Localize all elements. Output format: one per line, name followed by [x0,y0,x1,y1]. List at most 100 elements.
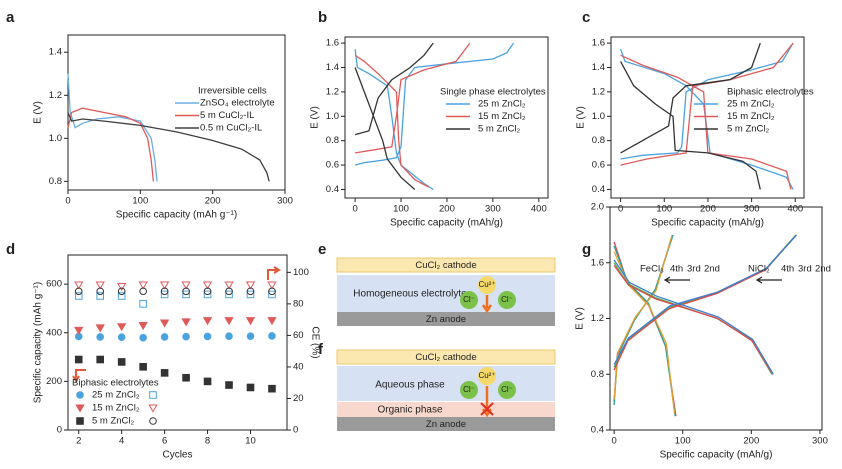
x-tick-label: 0 [618,204,623,215]
x-tick-label: 4 [119,436,124,447]
legend-label: 5 m ZnCl₂ [727,124,770,135]
panel-label: a [6,9,15,26]
direction-arrow [755,276,782,284]
marker [246,332,255,340]
y-tick-label: 1.4 [49,47,62,58]
x-tick-label: 0 [611,436,616,447]
y2-tick-label: 100 [293,267,309,278]
y2-tick-label: 40 [293,361,304,372]
y-tick-label: 1.0 [326,111,339,122]
marker [160,290,169,299]
marker [202,317,213,326]
x-tick-label: 2 [76,436,81,447]
electrolyte-layer [337,275,555,312]
y-tick-label: 0 [57,425,62,436]
marker [268,332,276,340]
y-tick-label: 1.0 [592,111,605,122]
block-mark [480,402,494,416]
cation-label: Cu²⁺ [478,371,495,380]
axis-arrow [72,369,86,383]
legend-group: FeCl₃ [640,264,664,275]
y-tick-label: 0.4 [592,184,605,195]
y-tick-label: 400 [46,327,62,338]
anion-label: Cl⁻ [463,385,475,394]
legend-label: 0.5 m CuCl₂-IL [200,123,262,134]
marker [268,287,276,296]
line-series [354,42,515,191]
cathode-label: CuCl₂ cathode [415,352,476,363]
marker [96,287,105,296]
marker [148,404,158,413]
marker [203,287,212,296]
legend-label: 15 m ZnCl₂ [478,111,526,122]
x-tick-label: 200 [439,204,455,215]
x-axis-label: Cycles [162,450,192,461]
organic-layer [337,402,555,417]
marker [159,281,170,290]
line-series [354,42,471,188]
legend-label: 3rd [687,264,701,275]
marker [225,287,233,296]
anode-label: Zn anode [426,419,466,430]
y-tick-label: 0.8 [591,369,604,380]
x-axis-label: Specific capacity (mAh/g) [660,450,773,461]
y-tick-label: 0.8 [326,135,339,146]
y-tick-label: 1.6 [592,38,605,49]
y-tick-label: 0.4 [326,184,339,195]
x-tick-label: 300 [812,436,828,447]
marker [76,391,84,399]
x-tick-label: 200 [743,436,759,447]
anode-label: Zn anode [426,314,466,325]
legend-label: ZnSO₄ electrolyte [200,98,275,109]
legend-label: 5 m ZnCl₂ [92,416,135,427]
line-series [67,73,158,182]
marker [95,324,105,333]
legend-label: 3rd [798,264,812,275]
line-series [67,107,155,182]
marker [267,281,277,290]
y-tick-label: 200 [46,376,62,387]
marker [224,317,234,326]
x-tick-label: 400 [787,204,803,215]
y-tick-label: 0.8 [592,135,605,146]
legend-label: 5 m ZnCl₂ [478,124,521,135]
x-axis-label: Specific capacity (mAh/g) [390,218,503,229]
marker [182,373,190,382]
marker [139,333,147,342]
marker [95,281,105,290]
y-tick-label: 0.8 [49,176,62,187]
plot-frame [67,254,288,431]
marker [117,292,126,300]
marker [139,287,147,296]
marker [246,287,255,296]
panel-label: g [582,241,591,258]
direction-arrow [663,276,690,284]
y2-axis-label: CE (%) [309,326,320,358]
marker [225,332,233,340]
marker [268,384,276,393]
marker [76,417,84,425]
marker [268,290,276,299]
anode-layer [337,312,555,326]
cation [478,367,496,385]
cathode-layer [336,257,556,273]
y-tick-label: 1.4 [592,62,605,73]
legend-label: 15 m ZnCl₂ [92,403,140,414]
y-tick-label: 1.2 [49,90,62,101]
marker [181,318,191,327]
marker [138,321,148,331]
x-tick-label: 300 [485,204,501,215]
y-tick-label: 1.2 [591,313,604,324]
marker [139,300,147,308]
marker [74,281,84,290]
legend-label: 5 m CuCl₂-IL [200,110,254,121]
x-tick-label: 100 [132,196,148,207]
marker [74,292,83,300]
x-tick-label: 10 [245,436,256,447]
legend-label: 25 m ZnCl₂ [478,99,526,110]
y-tick-label: 1.2 [326,86,339,97]
legend-label: 25 m ZnCl₂ [727,99,775,110]
legend-title: Single phase electrolytes [440,87,546,98]
marker [74,326,84,335]
